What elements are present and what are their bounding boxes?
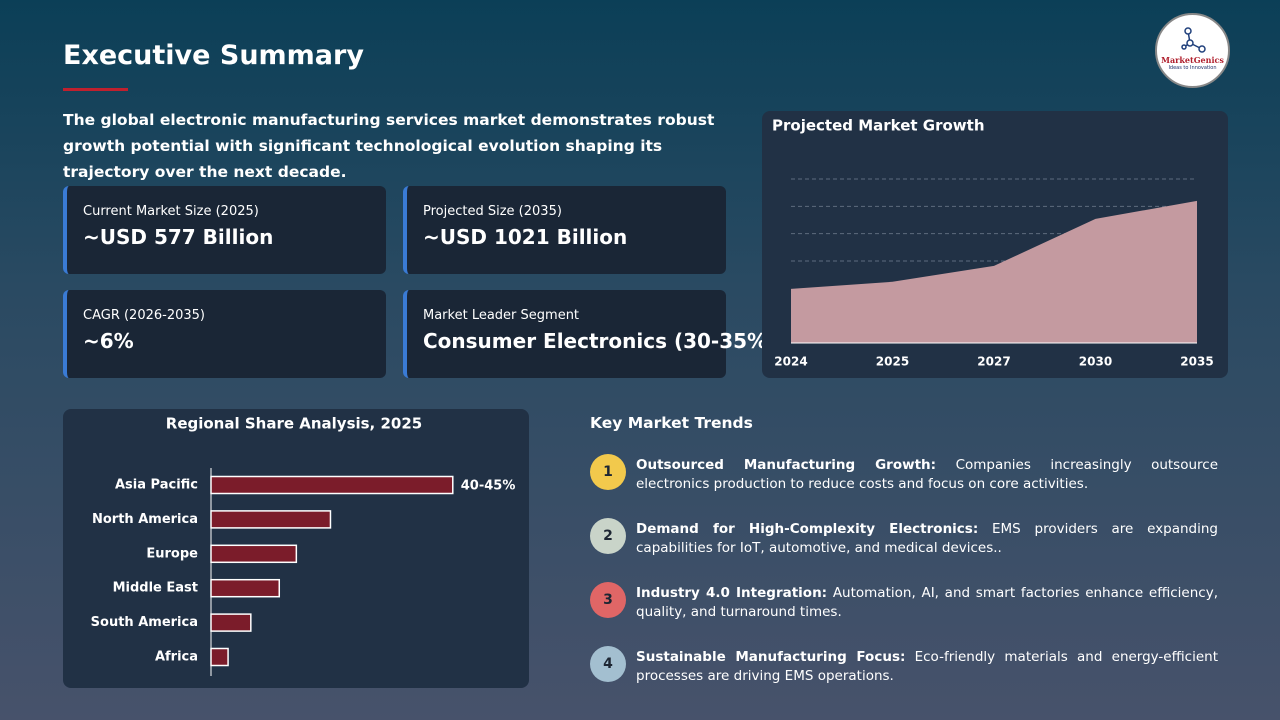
bar bbox=[210, 510, 332, 529]
trend-item: 2 Demand for High-Complexity Electronics:… bbox=[590, 518, 1218, 564]
chart-title: Regional Share Analysis, 2025 bbox=[166, 415, 422, 433]
value-label: 40-45% bbox=[461, 479, 516, 494]
area-panel: Projected Market Growth 2024 2025 2027 2030… bbox=[762, 111, 1228, 378]
y-tick-label: Africa bbox=[155, 650, 198, 665]
title-rule bbox=[63, 88, 128, 91]
card: CAGR (2026-2035) ~6% bbox=[63, 290, 386, 378]
x-tick-label: 2024 bbox=[774, 355, 807, 369]
intro: The global electronic manufacturing serv… bbox=[63, 111, 715, 181]
bar bbox=[210, 613, 252, 632]
card: Projected Size (2035) ~USD 1021 Billion bbox=[403, 186, 726, 274]
bar bbox=[210, 578, 281, 598]
card-label: Market Leader Segment bbox=[423, 308, 580, 323]
card: Market Leader Segment Consumer Electronic… bbox=[403, 290, 777, 378]
area bbox=[791, 200, 1197, 343]
trend-item: 1 Outsourced Manufacturing Growth: Compan… bbox=[590, 454, 1218, 500]
bar bbox=[210, 475, 454, 495]
card-label: Current Market Size (2025) bbox=[83, 204, 259, 219]
trend-number: 2 bbox=[590, 518, 626, 554]
x-tick-label: 2027 bbox=[977, 355, 1010, 369]
card-value: ~USD 577 Billion bbox=[83, 225, 274, 249]
trend-body: Automation, AI, and smart factories enha… bbox=[636, 585, 1218, 620]
x-tick-label: 2030 bbox=[1079, 355, 1112, 369]
trend-text: Sustainable Manufacturing Focus: Eco-fri… bbox=[636, 648, 1218, 686]
area-chart: Projected Market Growth 2024 2025 2027 2030… bbox=[772, 117, 1214, 369]
bar bbox=[210, 647, 229, 667]
card-label: Projected Size (2035) bbox=[423, 204, 562, 219]
bar bbox=[210, 544, 298, 564]
trend-number: 1 bbox=[590, 454, 626, 490]
logo-tagline: Ideas to Innovation bbox=[1168, 65, 1217, 71]
bar-panel: Regional Share Analysis, 2025 Asia Pacif… bbox=[63, 409, 529, 688]
trend-lead: Demand for High-Complexity Electronics: bbox=[636, 521, 979, 537]
trend-lead: Outsourced Manufacturing Growth: bbox=[636, 457, 937, 473]
trend-number: 4 bbox=[590, 646, 626, 682]
y-tick-label: Middle East bbox=[113, 581, 198, 596]
card-value: Consumer Electronics (30-35%) bbox=[423, 329, 777, 353]
card-value: ~USD 1021 Billion bbox=[423, 225, 628, 249]
trend-text: Industry 4.0 Integration: Automation, AI… bbox=[636, 584, 1218, 622]
trend-body: Companies increasingly outsource electro… bbox=[636, 457, 1219, 492]
y-tick-label: Asia Pacific bbox=[115, 478, 198, 493]
logo-icon bbox=[1180, 27, 1206, 53]
bar-chart: Regional Share Analysis, 2025 Asia Pacif… bbox=[91, 415, 516, 676]
y-tick-label: North America bbox=[92, 512, 198, 527]
card: Current Market Size (2025) ~USD 577 Billi… bbox=[63, 186, 386, 274]
trends-title: Key Market Trends bbox=[590, 414, 753, 432]
trend-item: 3 Industry 4.0 Integration: Automation, A… bbox=[590, 582, 1218, 628]
trend-text: Demand for High-Complexity Electronics: … bbox=[636, 520, 1218, 558]
x-tick-label: 2025 bbox=[876, 355, 909, 369]
y-tick-label: Europe bbox=[146, 546, 198, 561]
trend-body: EMS providers are expanding capabilities… bbox=[636, 521, 1219, 556]
chart-title: Projected Market Growth bbox=[772, 117, 985, 135]
trend-lead: Sustainable Manufacturing Focus: bbox=[636, 649, 906, 665]
y-tick-label: South America bbox=[91, 615, 198, 630]
card-value: ~6% bbox=[83, 329, 134, 353]
logo-name: MarketGenics bbox=[1161, 55, 1224, 65]
trend-text: Outsourced Manufacturing Growth: Compani… bbox=[636, 456, 1218, 494]
trend-body: Eco-friendly materials and energy-effici… bbox=[636, 649, 1218, 684]
x-tick-label: 2035 bbox=[1180, 355, 1213, 369]
trend-number: 3 bbox=[590, 582, 626, 618]
trend-lead: Industry 4.0 Integration: bbox=[636, 585, 828, 601]
logo: MarketGenics Ideas to Innovation bbox=[1155, 13, 1230, 88]
title: Executive Summary bbox=[63, 40, 364, 71]
trend-item: 4 Sustainable Manufacturing Focus: Eco-fr… bbox=[590, 646, 1218, 692]
card-label: CAGR (2026-2035) bbox=[83, 308, 205, 323]
